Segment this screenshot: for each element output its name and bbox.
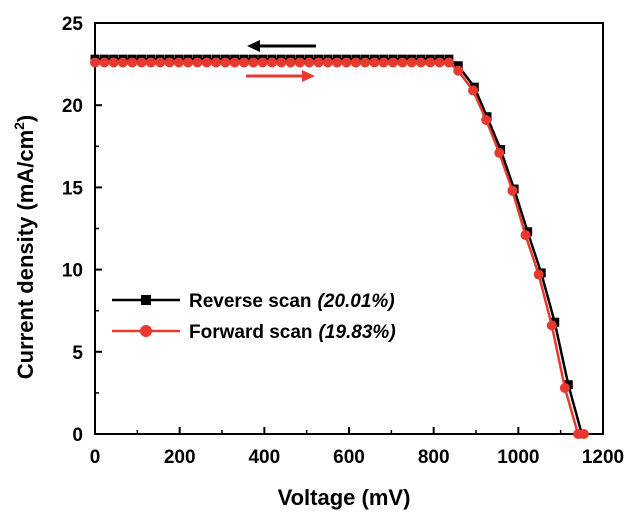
y-tick-label: 5 — [72, 343, 83, 364]
forward-scan-point — [388, 57, 399, 68]
y-axis-title: Current density (mA/cm2) — [11, 115, 38, 380]
forward-scan-point — [378, 57, 389, 68]
forward-scan-point — [468, 85, 479, 96]
forward-scan-point — [304, 57, 315, 68]
forward-scan-point — [546, 320, 557, 331]
x-tick-label: 600 — [333, 447, 365, 468]
plot-series — [90, 54, 589, 439]
reverse-scan-line — [95, 57, 584, 435]
forward-scan-point — [117, 57, 128, 68]
y-tick-label: 25 — [62, 14, 84, 35]
forward-scan-point — [406, 57, 417, 68]
y-axis-title-main: Current density (mA/cm — [13, 130, 38, 379]
y-axis-title-superscript: 2 — [11, 122, 27, 130]
reverse-scan-arrow — [247, 40, 316, 52]
x-tick-label: 200 — [164, 447, 196, 468]
forward-scan-point — [266, 57, 277, 68]
legend-reverse-label: Reverse scan (20.01%) — [189, 291, 395, 312]
x-axis-title: Voltage (mV) — [278, 485, 411, 510]
forward-scan-point — [360, 57, 371, 68]
scan-direction-arrows — [246, 40, 316, 82]
forward-scan-point — [99, 57, 110, 68]
forward-scan-point — [145, 57, 156, 68]
forward-scan-point — [494, 147, 505, 158]
forward-scan-point — [397, 57, 408, 68]
forward-scan-point — [248, 57, 259, 68]
x-tick-label: 1200 — [582, 447, 624, 468]
forward-scan-point — [443, 57, 454, 68]
forward-scan-point — [183, 57, 194, 68]
forward-scan-point — [239, 57, 250, 68]
legend-forward-marker — [140, 325, 152, 337]
y-tick-label: 0 — [72, 425, 83, 446]
forward-scan-point — [164, 57, 175, 68]
forward-scan-point — [220, 57, 231, 68]
forward-scan-point — [108, 57, 119, 68]
forward-scan-point — [350, 57, 361, 68]
forward-scan-arrow-head — [302, 70, 315, 82]
reverse-scan-series — [90, 54, 587, 439]
forward-scan-point — [559, 382, 570, 393]
forward-scan-point — [578, 429, 589, 439]
forward-scan-point — [285, 57, 296, 68]
forward-scan-series — [90, 57, 589, 439]
legend-forward-efficiency: (19.83%) — [319, 322, 396, 343]
forward-scan-point — [507, 185, 518, 196]
x-tick-label: 1000 — [497, 447, 539, 468]
y-axis-title-close: ) — [13, 115, 38, 122]
forward-scan-point — [173, 57, 184, 68]
y-tick-label: 15 — [62, 178, 84, 199]
legend-reverse-marker — [141, 295, 151, 305]
x-tick-label: 800 — [418, 447, 450, 468]
forward-scan-point — [136, 57, 147, 68]
forward-scan-point — [313, 57, 324, 68]
forward-scan-point — [369, 57, 380, 68]
forward-scan-point — [434, 57, 445, 68]
forward-scan-point — [229, 57, 240, 68]
forward-scan-point — [192, 57, 203, 68]
forward-scan-arrow — [246, 70, 315, 82]
y-tick-label: 20 — [62, 96, 83, 117]
legend-forward-name: Forward scan — [189, 322, 313, 343]
forward-scan-point — [155, 57, 166, 68]
forward-scan-point — [533, 269, 544, 280]
forward-scan-point — [211, 57, 222, 68]
forward-scan-point — [341, 57, 352, 68]
forward-scan-point — [90, 57, 100, 68]
forward-scan-line — [95, 61, 584, 436]
forward-scan-point — [322, 57, 333, 68]
forward-scan-point — [276, 57, 287, 68]
reverse-scan-arrow-head — [247, 40, 260, 52]
y-tick-label: 10 — [62, 261, 83, 282]
legend: Reverse scan (20.01%) Forward scan (19.83%… — [112, 291, 396, 343]
forward-scan-point — [425, 57, 436, 68]
forward-scan-point — [520, 230, 531, 241]
forward-scan-point — [127, 57, 138, 68]
forward-scan-point — [415, 57, 426, 68]
legend-forward-label: Forward scan (19.83%) — [189, 322, 396, 343]
forward-scan-point — [453, 65, 464, 76]
x-tick-label: 400 — [248, 447, 280, 468]
x-tick-label: 0 — [90, 447, 101, 468]
forward-scan-point — [332, 57, 343, 68]
legend-reverse-name: Reverse scan — [189, 291, 312, 312]
forward-scan-point — [257, 57, 268, 68]
legend-reverse-efficiency: (20.01%) — [318, 291, 395, 312]
forward-scan-point — [201, 57, 212, 68]
axes: 0 200 400 600 800 1000 1200 0 5 10 15 20 25 — [62, 14, 624, 468]
forward-scan-point — [481, 114, 492, 125]
forward-scan-point — [294, 57, 305, 68]
